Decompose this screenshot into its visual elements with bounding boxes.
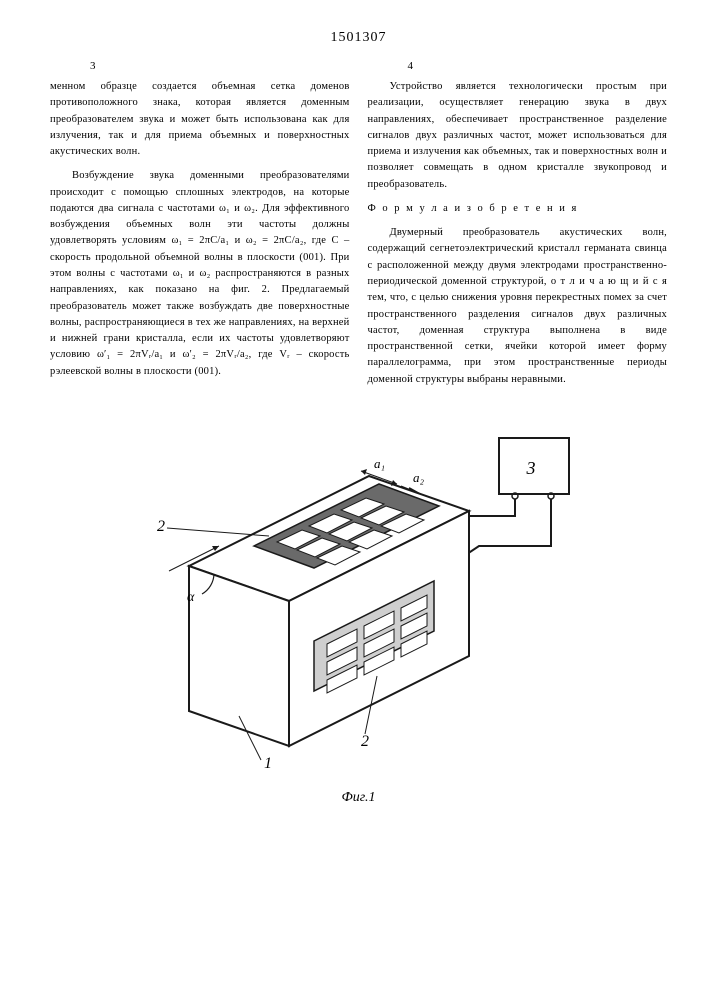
- figure-1: 3: [50, 416, 667, 816]
- left-para-2: Возбуждение звука доменными преобразоват…: [50, 168, 350, 379]
- left-page-number: 3: [50, 58, 350, 75]
- label-a2: a₂: [413, 470, 425, 485]
- left-para-1: менном образце создается объемная сетка …: [50, 79, 350, 160]
- label-2-top: 2: [157, 518, 165, 535]
- patent-page: 1501307 3 менном образце создается объем…: [0, 0, 707, 1000]
- right-para-1: Устройство является технологически прост…: [368, 79, 668, 193]
- patent-number: 1501307: [50, 30, 667, 46]
- right-column: 4 Устройство является технологически про…: [368, 58, 668, 396]
- two-column-text: 3 менном образце создается объемная сетк…: [50, 58, 667, 396]
- left-column: 3 менном образце создается объемная сетк…: [50, 58, 350, 396]
- right-page-number: 4: [368, 58, 668, 75]
- formula-title: Ф о р м у л а и з о б р е т е н и я: [368, 201, 668, 217]
- label-alpha: α: [187, 590, 195, 605]
- right-para-2: Двумерный преобразователь акустических в…: [368, 225, 668, 388]
- label-1: 1: [264, 755, 272, 772]
- label-2-bottom: 2: [361, 733, 369, 750]
- label-a1: a₁: [374, 456, 385, 471]
- label-3: 3: [525, 458, 535, 478]
- figure-svg: 3: [99, 416, 619, 796]
- figure-caption: Фиг.1: [50, 790, 667, 806]
